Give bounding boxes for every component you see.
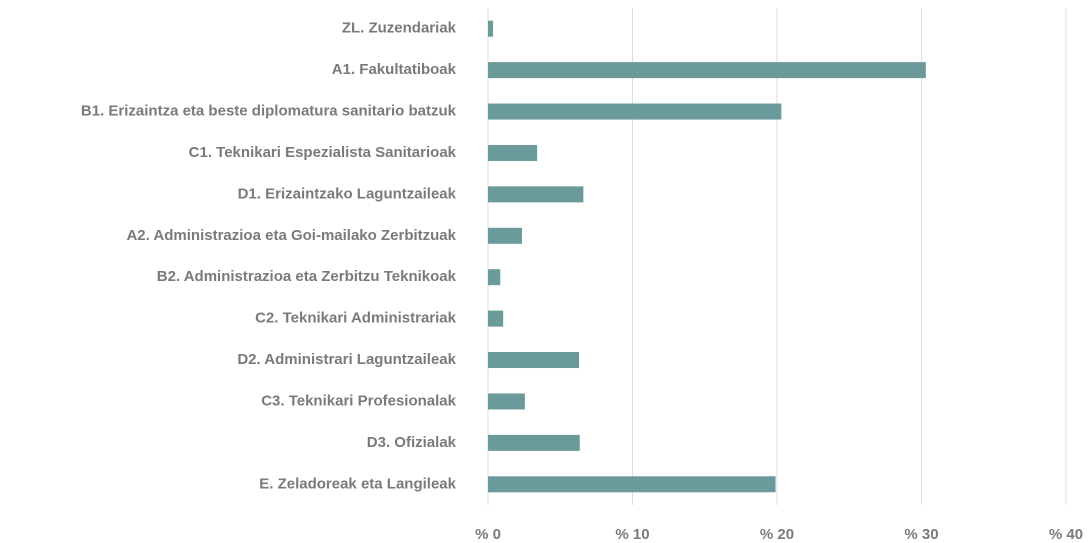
bar [488, 352, 580, 369]
bar [488, 310, 504, 327]
bar [488, 103, 782, 120]
y-tick-label: C1. Teknikari Espezialista Sanitarioak [189, 144, 457, 161]
bar [488, 186, 584, 203]
bar [488, 227, 522, 244]
bar [488, 62, 926, 79]
x-tick-label: % 30 [904, 526, 938, 543]
bar [488, 393, 525, 410]
y-tick-label: B1. Erizaintza eta beste diplomatura san… [81, 103, 457, 120]
bar [488, 269, 501, 286]
y-tick-label: C2. Teknikari Administrariak [255, 310, 457, 327]
bar [488, 434, 580, 451]
y-tick-label: B2. Administrazioa eta Zerbitzu Teknikoa… [157, 268, 457, 285]
y-tick-label: E. Zeladoreak eta Langileak [259, 475, 456, 492]
x-tick-label: % 0 [475, 526, 501, 543]
y-tick-label: D1. Erizaintzako Laguntzaileak [238, 185, 457, 202]
y-tick-label: D2. Administrari Laguntzaileak [237, 351, 456, 368]
bar [488, 144, 538, 161]
x-tick-label: % 40 [1049, 526, 1083, 543]
y-tick-label: ZL. Zuzendariak [342, 20, 457, 37]
y-tick-label: A2. Administrazioa eta Goi-mailako Zerbi… [126, 227, 456, 244]
x-tick-label: % 20 [760, 526, 794, 543]
y-tick-label: D3. Ofizialak [367, 434, 457, 451]
y-tick-label: C3. Teknikari Profesionalak [261, 392, 456, 409]
bar [488, 20, 494, 37]
x-tick-label: % 10 [615, 526, 649, 543]
y-tick-label: A1. Fakultatiboak [332, 61, 457, 78]
bar [488, 476, 776, 493]
